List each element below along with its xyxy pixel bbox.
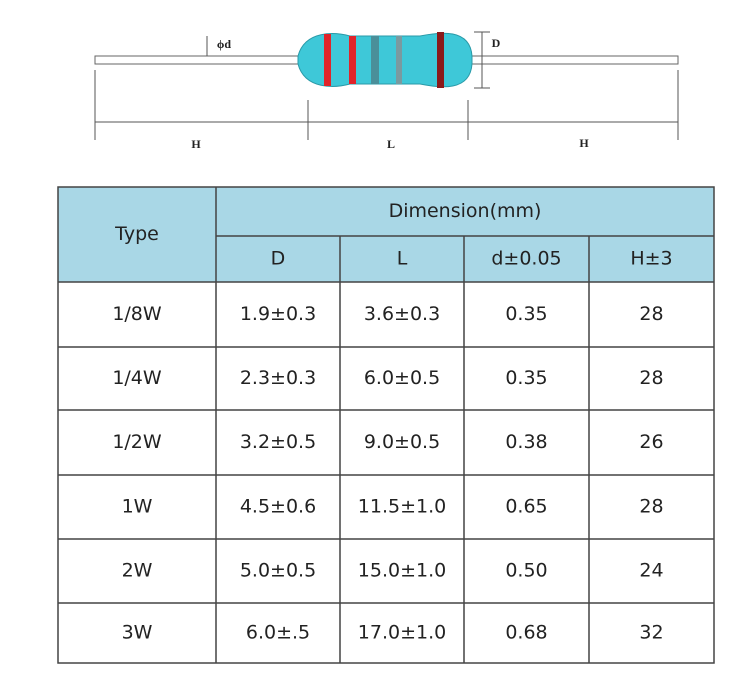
band (349, 36, 356, 84)
band (324, 34, 331, 86)
table-cell: 15.0±1.0 (358, 560, 446, 582)
table-cell: 24 (639, 560, 663, 582)
dimension-label: ϕd (217, 37, 231, 51)
table-cell: 3W (122, 622, 153, 644)
table-cell: 1.9±0.3 (240, 303, 316, 325)
table-cell: 1/8W (112, 303, 162, 325)
resistor-body (297, 32, 473, 88)
header-background (58, 187, 714, 282)
table-cell: 3.2±0.5 (240, 431, 316, 453)
resistor-diagram: ϕd D H L H (94, 31, 679, 151)
header-cell: L (397, 248, 408, 270)
table-border (57, 186, 715, 664)
header-cell: Dimension(mm) (389, 200, 542, 222)
table-cell: 17.0±1.0 (358, 622, 446, 644)
header-cell: Type (114, 223, 159, 245)
table-cell: 4.5±0.6 (240, 496, 316, 518)
table-cell: 9.0±0.5 (364, 431, 440, 453)
table-cell: 28 (639, 496, 663, 518)
table-cell: 1/2W (112, 431, 162, 453)
band (396, 36, 402, 84)
table-cell: 6.0±0.5 (364, 367, 440, 389)
header-cell: D (271, 248, 286, 270)
table-cell: 28 (639, 367, 663, 389)
table-cell: 0.68 (505, 622, 547, 644)
table-cell: 0.38 (505, 431, 547, 453)
table-cell: 1/4W (112, 367, 162, 389)
table-cell: 26 (639, 431, 663, 453)
table-cell: 0.50 (505, 560, 547, 582)
table-cell: 1W (122, 496, 153, 518)
table-cell: 0.35 (505, 303, 547, 325)
table-cell: 28 (639, 303, 663, 325)
dimension-label: H (579, 136, 589, 150)
table-cell: 3.6±0.3 (364, 303, 440, 325)
header-cell: d±0.05 (491, 248, 561, 270)
table-cell: 0.35 (505, 367, 547, 389)
table-cell: 2W (122, 560, 153, 582)
dimension-label: L (387, 137, 395, 151)
band (437, 32, 444, 88)
dimension-label: D (492, 36, 501, 50)
table-cell: 32 (639, 622, 663, 644)
header-cell: H±3 (630, 248, 672, 270)
table-cell: 0.65 (505, 496, 547, 518)
table-cell: 5.0±0.5 (240, 560, 316, 582)
table-cell: 11.5±1.0 (358, 496, 446, 518)
band (371, 36, 379, 84)
table-cell: 2.3±0.3 (240, 367, 316, 389)
table-cell: 6.0±.5 (246, 622, 310, 644)
dimension-label: H (191, 137, 201, 151)
